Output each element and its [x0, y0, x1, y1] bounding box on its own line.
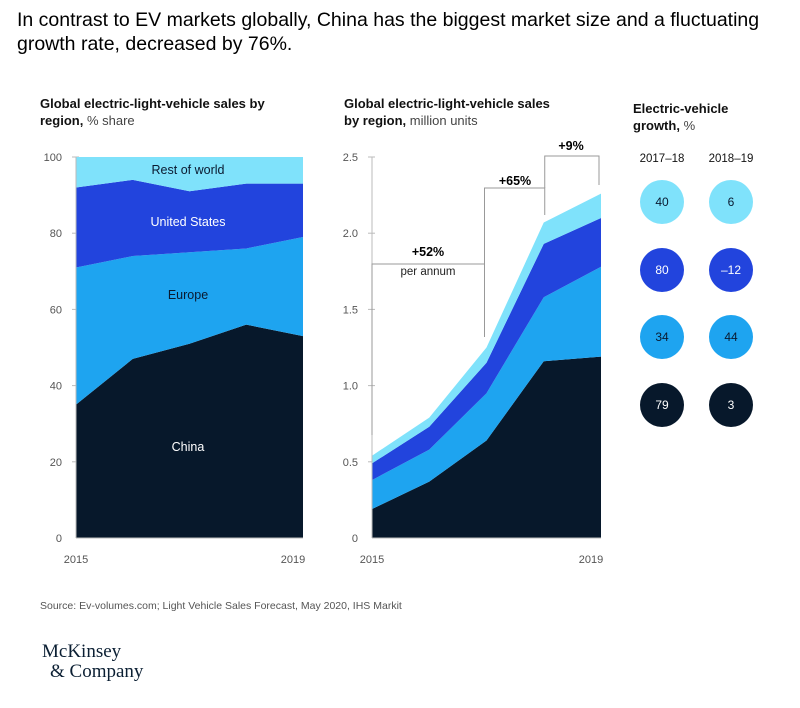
units-chart-xtick-label: 2015 — [360, 554, 384, 566]
growth-value-china: 79 — [655, 398, 669, 412]
units-chart-ytick-label: 1.0 — [343, 381, 358, 393]
growth-bubble-rest-of-world — [709, 180, 753, 224]
growth-value-united-states: –12 — [721, 263, 741, 277]
units-chart-ytick-label: 1.5 — [343, 304, 358, 316]
growth-bubble-china — [640, 383, 684, 427]
units-chart-xtick-label: 2019 — [579, 554, 603, 566]
share-chart-xtick-label: 2019 — [281, 554, 305, 566]
units-chart-ytick-label: 2.0 — [343, 228, 358, 240]
share-chart-ytick-label: 0 — [56, 533, 62, 545]
growth-title: Electric-vehicle growth, % — [633, 100, 773, 134]
units-chart-area-china — [372, 356, 601, 538]
bracket-2015-2017 — [371, 263, 485, 435]
units-chart-ytick-label: 0.5 — [343, 457, 358, 469]
growth-title-bold: Electric-vehicle growth, — [633, 101, 729, 133]
share-label-rest-of-world: Rest of world — [152, 163, 225, 177]
bracket-2018-2019 — [544, 155, 600, 188]
share-chart-ytick-label: 80 — [50, 228, 62, 240]
chart2-title-unit: million units — [409, 113, 478, 128]
share-chart-ytick-label: 100 — [44, 152, 62, 164]
units-chart-area-rest-of-world — [372, 193, 601, 464]
chart2-title-bold: Global electric-light-vehicle sales by r… — [344, 96, 550, 128]
growth-value-china: 3 — [728, 398, 735, 412]
growth-bubble-united-states — [709, 248, 753, 292]
logo-line-1: McKinsey — [42, 641, 122, 662]
growth-bubble-europe — [709, 315, 753, 359]
growth-bubble-united-states — [640, 248, 684, 292]
growth-title-unit: % — [683, 118, 696, 133]
chart2-title: Global electric-light-vehicle sales by r… — [344, 95, 559, 129]
growth-value-europe: 44 — [724, 330, 738, 344]
share-chart-area-united-states — [76, 179, 303, 268]
chart1-title-bold: Global electric-light-vehicle sales by r… — [40, 96, 265, 128]
share-label-europe: Europe — [168, 288, 208, 302]
chart1-title: Global electric-light-vehicle sales by r… — [40, 95, 300, 129]
share-chart-ytick-label: 40 — [50, 381, 62, 393]
share-chart-ytick-label: 20 — [50, 457, 62, 469]
bracket-sublabel-per-annum: per annum — [401, 266, 456, 278]
bracket-2017-2018 — [484, 187, 546, 264]
share-chart-ytick-label: 60 — [50, 304, 62, 316]
units-chart-area-europe — [372, 266, 601, 510]
share-chart-area-europe — [76, 237, 303, 405]
growth-col-header: 2017–18 — [640, 153, 685, 165]
growth-bubble-rest-of-world — [640, 180, 684, 224]
bracket-label-9: +9% — [558, 139, 583, 153]
units-chart-ytick-label: 2.5 — [343, 152, 358, 164]
logo-line-2: & Company — [50, 661, 144, 682]
growth-value-europe: 34 — [655, 330, 669, 344]
share-chart-area-china — [76, 324, 303, 538]
growth-value-rest-of-world: 40 — [655, 195, 669, 209]
growth-col-header: 2018–19 — [709, 153, 754, 165]
share-label-united-states: United States — [150, 215, 225, 229]
chart1-title-unit: % share — [86, 113, 135, 128]
growth-bubble-europe — [640, 315, 684, 359]
growth-bubble-china — [709, 383, 753, 427]
source-note: Source: Ev-volumes.com; Light Vehicle Sa… — [40, 600, 402, 612]
mckinsey-logo: McKinsey & Company — [42, 642, 143, 682]
bracket-label-65: +65% — [499, 174, 531, 188]
units-chart-ytick-label: 0 — [352, 533, 358, 545]
units-chart-area-united-states — [372, 217, 601, 481]
headline: In contrast to EV markets globally, Chin… — [17, 9, 760, 55]
growth-value-rest-of-world: 6 — [728, 195, 735, 209]
share-label-china: China — [172, 440, 205, 454]
growth-value-united-states: 80 — [655, 263, 669, 277]
bracket-label-52: +52% — [412, 245, 444, 259]
share-chart-area-rest-of-world — [76, 157, 303, 192]
share-chart-xtick-label: 2015 — [64, 554, 88, 566]
